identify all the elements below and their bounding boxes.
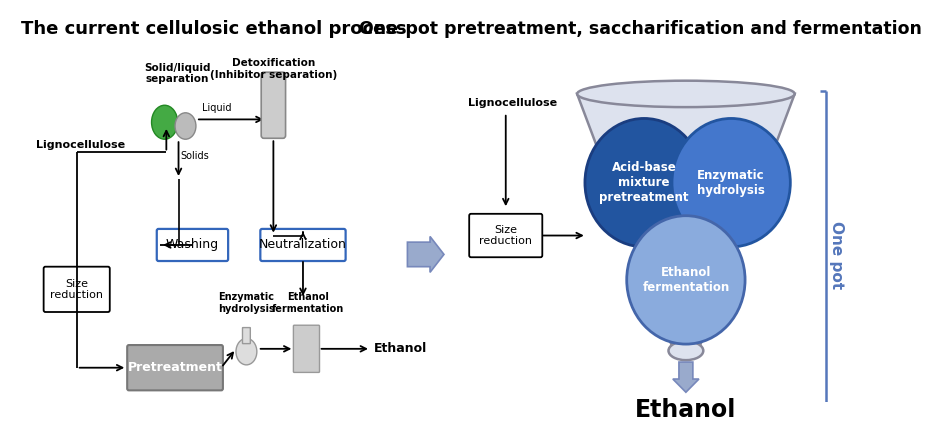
Text: Ethanol: Ethanol (373, 342, 427, 355)
FancyBboxPatch shape (294, 325, 319, 372)
Ellipse shape (577, 81, 795, 107)
Polygon shape (577, 94, 795, 351)
Text: Solids: Solids (180, 151, 209, 161)
Text: Liquid: Liquid (202, 103, 232, 113)
Circle shape (627, 216, 745, 344)
Text: Washing: Washing (166, 238, 219, 251)
Text: Lignocellulose: Lignocellulose (36, 140, 125, 150)
Text: One-pot pretreatment, saccharification and fermentation: One-pot pretreatment, saccharification a… (359, 20, 922, 38)
Text: Size
reduction: Size reduction (50, 279, 103, 300)
Text: Acid-base
mixture
pretreatment: Acid-base mixture pretreatment (599, 161, 688, 204)
Circle shape (585, 118, 704, 247)
Text: Pretreatment: Pretreatment (128, 361, 223, 374)
Text: Neutralization: Neutralization (259, 238, 347, 251)
FancyBboxPatch shape (44, 267, 110, 312)
Text: Ethanol: Ethanol (635, 398, 737, 422)
FancyBboxPatch shape (242, 328, 250, 343)
Text: Enzymatic
hydrolysis: Enzymatic hydrolysis (218, 292, 275, 314)
Circle shape (672, 118, 791, 247)
Ellipse shape (669, 341, 704, 360)
Text: The current cellulosic ethanol process: The current cellulosic ethanol process (22, 20, 407, 38)
Text: Lignocellulose: Lignocellulose (469, 98, 558, 109)
Text: One pot: One pot (829, 221, 844, 289)
Text: Enzymatic
hydrolysis: Enzymatic hydrolysis (697, 169, 765, 197)
Ellipse shape (152, 105, 178, 139)
Text: Size
reduction: Size reduction (479, 225, 532, 246)
FancyBboxPatch shape (469, 214, 543, 257)
FancyBboxPatch shape (127, 345, 223, 391)
FancyBboxPatch shape (157, 229, 228, 261)
FancyArrow shape (672, 362, 699, 392)
Text: Ethanol
fermentation: Ethanol fermentation (272, 292, 345, 314)
Text: Solid/liquid
separation: Solid/liquid separation (144, 63, 211, 84)
FancyBboxPatch shape (260, 229, 346, 261)
Text: Detoxification
(Inhibitor separation): Detoxification (Inhibitor separation) (210, 58, 337, 80)
Text: Ethanol
fermentation: Ethanol fermentation (642, 266, 729, 294)
FancyBboxPatch shape (261, 72, 286, 138)
Ellipse shape (236, 338, 257, 365)
Ellipse shape (175, 113, 196, 139)
FancyArrow shape (407, 237, 444, 272)
